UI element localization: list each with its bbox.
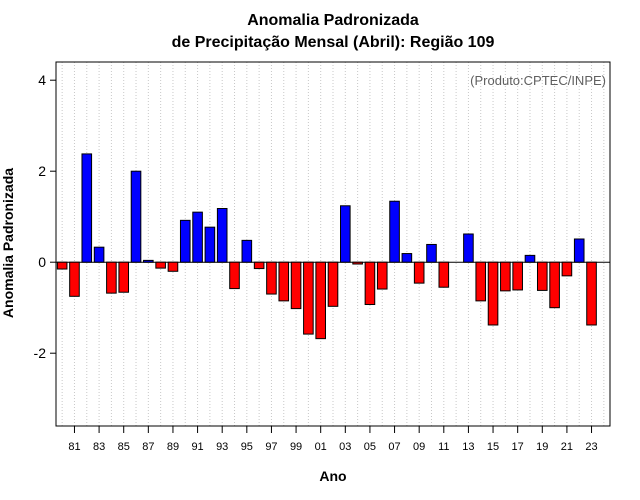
y-tick-label: 4 [38, 72, 46, 88]
x-tick-label: 95 [241, 441, 253, 453]
bar-1996 [253, 261, 265, 270]
bar-1986 [130, 170, 142, 263]
x-tick-label: 91 [191, 441, 203, 453]
x-tick-label: 11 [438, 441, 449, 453]
bar-1984 [106, 261, 117, 294]
y-tick-label: 2 [38, 163, 46, 179]
x-axis-title: Ano [319, 468, 346, 484]
x-tick-label: 19 [536, 441, 548, 453]
x-tick-label: 09 [413, 441, 425, 453]
x-tick-label: 97 [265, 441, 277, 453]
bar-2020 [549, 261, 560, 309]
bar-1980 [56, 261, 68, 270]
x-tick-label: 07 [388, 441, 400, 453]
bar-2001 [315, 261, 326, 340]
x-tick-label: 21 [561, 441, 573, 453]
x-tick-label: 15 [487, 441, 499, 453]
bar-2018 [524, 254, 536, 263]
bar-1998 [278, 261, 290, 302]
y-tick-label: 0 [38, 254, 46, 270]
bar-2016 [500, 261, 511, 292]
x-tick-label: 99 [290, 441, 302, 453]
x-tick-label: 93 [216, 441, 228, 453]
x-tick-label: 87 [142, 441, 154, 453]
chart-title-line-1: Anomalia Padronizada [247, 12, 419, 29]
bar-2000 [303, 261, 314, 335]
y-axis-title: Anomalia Padronizada [0, 168, 16, 318]
x-tick-label: 13 [462, 441, 474, 453]
x-tick-label: 01 [315, 441, 327, 453]
bar-2013 [463, 233, 474, 263]
bar-1988 [155, 261, 166, 269]
bar-2023 [586, 261, 597, 326]
x-tick-label: 81 [68, 441, 80, 453]
x-tick-label: 17 [512, 441, 524, 453]
plot-frame [55, 61, 611, 427]
x-tick-label: 83 [93, 441, 105, 453]
bar-2009 [413, 261, 425, 284]
x-tick-label: 85 [118, 441, 130, 453]
bar-2017 [512, 261, 523, 291]
x-tick-label: 03 [339, 441, 351, 453]
bar-2004 [352, 261, 363, 265]
bar-2022 [573, 238, 585, 263]
bar-1999 [290, 261, 302, 310]
x-tick-label: 23 [585, 441, 597, 453]
bar-2011 [438, 261, 450, 288]
bar-1993 [216, 208, 228, 263]
bar-1983 [93, 246, 105, 263]
bar-2008 [401, 253, 413, 263]
bar-1992 [204, 226, 216, 263]
bar-2021 [561, 261, 573, 277]
chart-title: Anomalia Padronizada de Precipitação Men… [172, 12, 495, 51]
bar-1985 [118, 261, 130, 293]
bar-1989 [167, 261, 179, 272]
bar-1997 [266, 261, 277, 295]
bar-1994 [229, 261, 240, 290]
bar-1981 [69, 261, 80, 297]
bar-2006 [376, 261, 388, 290]
bar-1987 [143, 259, 154, 263]
bar-2015 [487, 261, 499, 326]
bar-series [56, 153, 597, 340]
bar-1990 [179, 219, 191, 263]
bar-1991 [192, 211, 203, 263]
bar-1982 [81, 153, 93, 263]
bar-2014 [475, 261, 487, 302]
x-axis: 81 83 85 87 89 91 93 95 97 99 01 03 05 07 09 11 13 15 17 19… [68, 426, 598, 453]
x-tick-label: 89 [167, 441, 179, 453]
bar-2003 [340, 205, 351, 263]
y-tick-label: -2 [34, 345, 47, 361]
bar-1995 [241, 239, 253, 263]
bar-2005 [364, 261, 376, 306]
bar-2002 [327, 261, 339, 307]
bar-2019 [536, 261, 548, 291]
product-credit: (Produto:CPTEC/INPE) [470, 73, 606, 88]
bar-2007 [389, 200, 400, 263]
y-axis: -2 0 2 4 [34, 72, 56, 361]
x-tick-label: 05 [364, 441, 376, 453]
chart-title-line-2: de Precipitação Mensal (Abril): Região 1… [172, 34, 495, 51]
vertical-gridlines [61, 62, 605, 426]
bar-2010 [426, 243, 437, 263]
